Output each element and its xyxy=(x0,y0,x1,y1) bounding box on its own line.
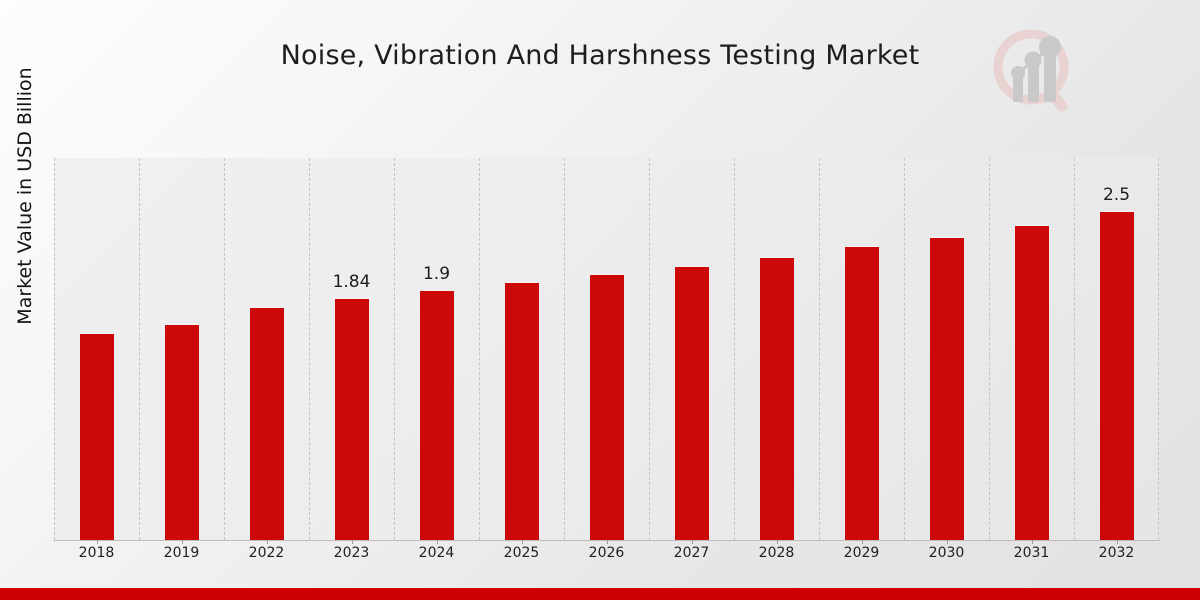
x-tick-mark xyxy=(691,540,693,544)
gridline xyxy=(1158,158,1159,540)
gridline xyxy=(734,158,735,540)
page-title: Noise, Vibration And Harshness Testing M… xyxy=(280,40,920,71)
x-tick-mark xyxy=(96,540,98,544)
x-tick-label-2025: 2025 xyxy=(503,545,540,561)
x-tick-label-2032: 2032 xyxy=(1098,545,1135,561)
x-tick-mark xyxy=(181,540,183,544)
x-tick-label-2027: 2027 xyxy=(673,545,710,561)
x-tick-label-2023: 2023 xyxy=(333,545,370,561)
gridline xyxy=(989,158,990,540)
x-tick-mark xyxy=(606,540,608,544)
gridline xyxy=(564,158,565,540)
x-tick-mark xyxy=(521,540,523,544)
gridline xyxy=(224,158,225,540)
x-tick-mark xyxy=(1116,540,1118,544)
gridline xyxy=(309,158,310,540)
x-tick-label-2022: 2022 xyxy=(248,545,285,561)
x-tick-label-2031: 2031 xyxy=(1013,545,1050,561)
gridline xyxy=(819,158,820,540)
bar-2032[interactable] xyxy=(1099,210,1134,540)
bar-2022[interactable] xyxy=(249,306,284,540)
bar-2019[interactable] xyxy=(164,323,199,540)
gridline xyxy=(1074,158,1075,540)
gridline xyxy=(649,158,650,540)
x-tick-label-2030: 2030 xyxy=(928,545,965,561)
market-research-magnifier-logo xyxy=(985,22,1085,122)
x-tick-mark xyxy=(436,540,438,544)
bar-2024[interactable] xyxy=(419,289,454,540)
magnifier-icon xyxy=(993,29,1069,112)
x-tick-mark xyxy=(351,540,353,544)
gridline xyxy=(904,158,905,540)
logo-bar-1 xyxy=(1013,74,1023,102)
x-tick-mark xyxy=(776,540,778,544)
x-tick-label-2019: 2019 xyxy=(163,545,200,561)
bar-2018[interactable] xyxy=(79,333,114,540)
bar-value-label-2023: 1.84 xyxy=(332,271,371,292)
x-tick-label-2028: 2028 xyxy=(758,545,795,561)
y-axis-title: Market Value in USD Billion xyxy=(14,67,36,325)
x-tick-mark xyxy=(946,540,948,544)
x-tick-mark xyxy=(861,540,863,544)
x-tick-label-2024: 2024 xyxy=(418,545,455,561)
bar-2029[interactable] xyxy=(844,246,879,540)
x-tick-mark xyxy=(1031,540,1033,544)
bar-2023[interactable] xyxy=(334,297,369,540)
bar-2027[interactable] xyxy=(674,266,709,540)
gridline xyxy=(54,158,55,540)
bar-2030[interactable] xyxy=(929,237,964,540)
x-tick-label-2029: 2029 xyxy=(843,545,880,561)
bar-2028[interactable] xyxy=(759,256,794,540)
x-tick-mark xyxy=(266,540,268,544)
gridline xyxy=(394,158,395,540)
gridline xyxy=(139,158,140,540)
bar-2031[interactable] xyxy=(1014,225,1049,540)
x-tick-label-2018: 2018 xyxy=(78,545,115,561)
bar-value-label-2032: 2.5 xyxy=(1102,184,1131,205)
bar-2026[interactable] xyxy=(589,273,624,540)
x-tick-label-2026: 2026 xyxy=(588,545,625,561)
footer-accent-strip xyxy=(0,588,1200,600)
gridline xyxy=(479,158,480,540)
bar-value-label-2024: 1.9 xyxy=(422,263,451,284)
bar-2025[interactable] xyxy=(504,281,539,540)
magnifier-handle xyxy=(1045,87,1068,112)
